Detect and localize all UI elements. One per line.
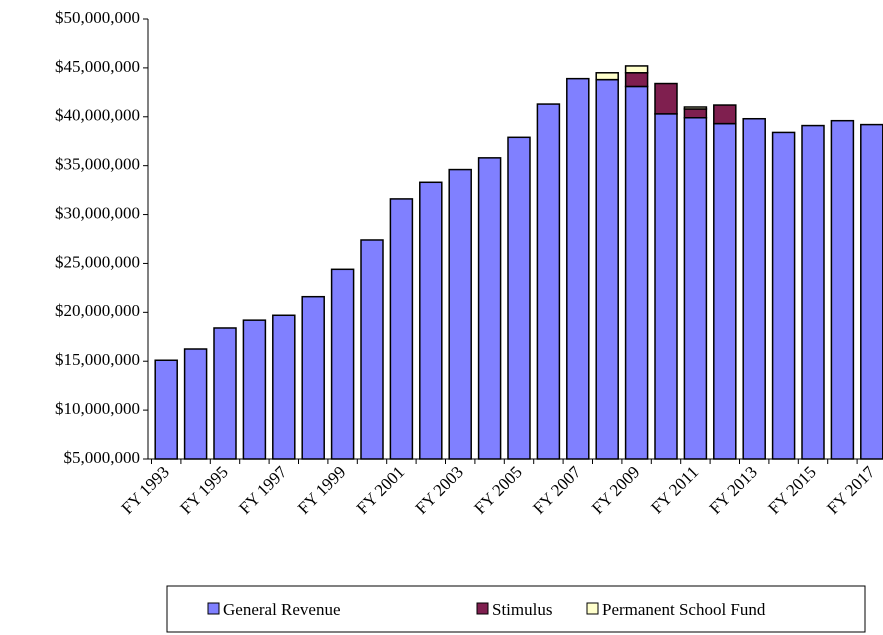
bar-segment: [183, 348, 208, 460]
bar-segment: [860, 123, 883, 460]
bar-segment: [654, 113, 678, 460]
y-tick-label: $5,000,000: [64, 448, 141, 467]
x-tick-label: FY 2003: [412, 462, 467, 517]
legend-label: Permanent School Fund: [602, 600, 766, 619]
bar-segment: [213, 327, 237, 460]
bar-segment: [448, 168, 472, 460]
legend-label: Stimulus: [492, 600, 552, 619]
legend-swatch: [586, 602, 599, 615]
x-tick-label: FY 1999: [294, 462, 349, 517]
bar-segment: [389, 198, 414, 460]
legend-box: [166, 585, 866, 633]
bar-segment: [595, 72, 619, 81]
bar-segment: [507, 136, 531, 460]
bar-segment: [830, 119, 855, 460]
x-tick-label: FY 1995: [176, 462, 231, 517]
x-tick-label: FY 2013: [706, 462, 761, 517]
bar-segment: [330, 268, 355, 460]
x-tick-label: FY 2011: [647, 462, 702, 517]
x-tick-label: FY 2007: [529, 462, 585, 518]
bar-segment: [154, 359, 178, 460]
legend-swatch: [476, 602, 489, 615]
bar-segment: [654, 82, 678, 115]
y-tick-label: $30,000,000: [55, 203, 140, 222]
y-tick-label: $35,000,000: [55, 155, 140, 174]
bar-segment: [683, 106, 708, 110]
bar-segment: [419, 181, 443, 460]
bar-segment: [536, 103, 561, 460]
bar-segment: [683, 117, 708, 460]
bar-segment: [683, 108, 708, 119]
x-tick-label: FY 2005: [470, 462, 525, 517]
y-tick-label: $45,000,000: [55, 57, 140, 76]
bar-segment: [742, 117, 766, 460]
bar-segment: [713, 104, 737, 125]
bar-segment: [477, 157, 502, 460]
bar-segment: [360, 239, 384, 460]
bar-segment: [566, 77, 590, 460]
y-tick-label: $10,000,000: [55, 399, 140, 418]
legend-swatch: [207, 602, 220, 615]
x-tick-label: FY 2001: [353, 462, 408, 517]
bar-segment: [801, 124, 825, 460]
y-tick-label: $20,000,000: [55, 301, 140, 320]
bar-segment: [242, 319, 267, 460]
bar-segment: [272, 314, 296, 460]
x-tick-label: FY 1993: [118, 462, 173, 517]
x-tick-label: FY 2009: [588, 462, 643, 517]
bar-segment: [713, 122, 737, 460]
y-tick-label: $25,000,000: [55, 252, 140, 271]
bar-segment: [301, 295, 325, 460]
bar-segment: [624, 65, 649, 74]
bar-segment: [771, 131, 796, 460]
y-tick-label: $50,000,000: [55, 8, 140, 27]
bar-segment: [624, 72, 649, 88]
legend-label: General Revenue: [223, 600, 341, 619]
x-tick-label: FY 1997: [235, 462, 291, 518]
bar-segment: [595, 78, 619, 460]
bar-segment: [624, 85, 649, 460]
y-tick-label: $40,000,000: [55, 106, 140, 125]
x-tick-label: FY 2015: [764, 462, 819, 517]
y-tick-label: $15,000,000: [55, 350, 140, 369]
x-tick-label: FY 2017: [823, 462, 879, 518]
